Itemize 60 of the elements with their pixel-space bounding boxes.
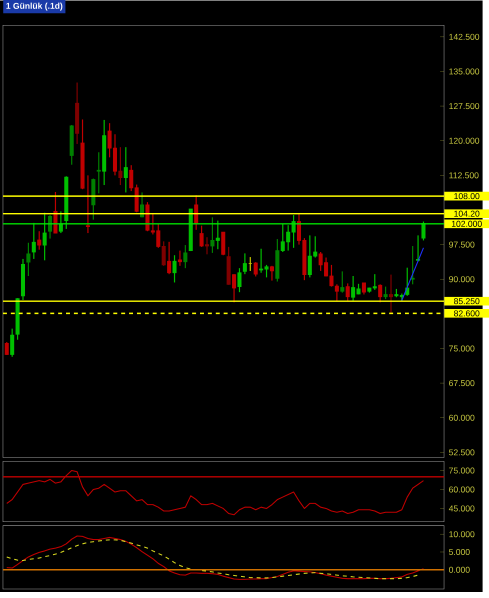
- candlestick: [388, 274, 393, 314]
- candlestick: [42, 212, 47, 261]
- candlestick: [167, 241, 172, 275]
- candlestick: [37, 230, 42, 250]
- candlestick: [178, 250, 182, 266]
- candlestick: [362, 282, 366, 296]
- ref-line-label: 102.000: [452, 220, 482, 227]
- candlestick: [334, 284, 339, 302]
- y-tick-label: 90.000: [449, 276, 474, 282]
- candlestick: [340, 270, 344, 294]
- candlestick: [346, 282, 350, 302]
- candlestick: [384, 286, 388, 300]
- ref-line-label: 104.20: [454, 210, 480, 217]
- candlestick: [242, 252, 247, 275]
- candlestick: [232, 274, 236, 303]
- y-tick-label: 75.000: [449, 468, 474, 474]
- candlestick: [172, 254, 176, 284]
- ref-line-label: 108.00: [454, 193, 480, 200]
- candlestick: [10, 328, 14, 358]
- candlestick: [162, 240, 166, 266]
- candlestick: [48, 214, 52, 240]
- candlestick: [58, 210, 63, 234]
- y-tick-label: 60.000: [449, 414, 474, 421]
- candlestick: [378, 284, 382, 303]
- candlestick: [140, 192, 144, 218]
- y-tick-label: 142.500: [449, 34, 480, 40]
- candlestick: [124, 146, 128, 194]
- candlestick: [96, 152, 101, 194]
- candlestick: [216, 220, 220, 250]
- candlestick: [118, 146, 122, 186]
- ref-line-label: 82.600: [454, 310, 480, 316]
- candlestick: [4, 341, 9, 356]
- y-tick-label: 67.500: [449, 380, 474, 386]
- y-tick-label: 0.000: [448, 566, 470, 573]
- candlestick: [183, 244, 188, 269]
- y-tick-label: 127.500: [449, 103, 480, 110]
- candlestick: [86, 174, 90, 234]
- candlestick: [221, 232, 226, 256]
- y-tick-label: 52.500: [448, 449, 474, 456]
- candlestick: [237, 268, 242, 293]
- candlestick: [200, 225, 204, 248]
- y-tick-label: 60.000: [449, 486, 474, 493]
- y-tick-label: 120.000: [449, 138, 480, 144]
- chart-title: 1 Günlük (.1d): [6, 2, 62, 11]
- y-tick-label: 45.000: [448, 505, 474, 512]
- candlestick: [421, 220, 426, 242]
- candlestick: [32, 222, 36, 260]
- candlestick: [270, 265, 274, 282]
- ref-line-label: 85.250: [454, 298, 480, 304]
- y-tick-label: 112.500: [449, 172, 479, 178]
- candlestick: [204, 236, 209, 255]
- y-tick-label: 5.000: [448, 548, 470, 556]
- candlestick: [254, 262, 258, 278]
- y-tick-label: 97.500: [449, 242, 474, 248]
- candlestick: [210, 216, 214, 254]
- y-tick-label: 75.000: [449, 345, 474, 352]
- y-tick-label: 135.000: [449, 68, 480, 74]
- candlestick: [26, 242, 30, 277]
- candlestick: [405, 267, 410, 296]
- y-tick-label: 10.000: [449, 531, 474, 538]
